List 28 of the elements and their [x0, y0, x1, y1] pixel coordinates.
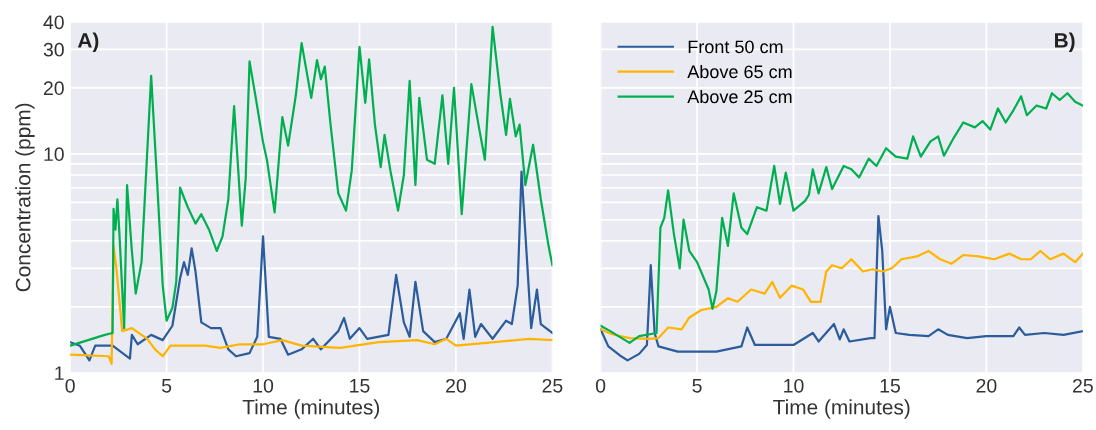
x-tick-label: 10 [784, 378, 804, 393]
x-tick-label: 20 [976, 378, 997, 393]
x-tick-label: 25 [1073, 378, 1093, 393]
legend-label: Above 25 cm [687, 89, 792, 104]
x-tick-label: 20 [446, 378, 466, 393]
legend-label: Front 50 cm [688, 40, 783, 54]
line-series [70, 170, 553, 362]
y-tick-label: 30 [43, 42, 64, 57]
y-tick-label: 10 [44, 147, 64, 162]
x-tick-label: 5 [692, 379, 702, 393]
line-series [70, 244, 553, 365]
y-axis-title: Concentration (ppm) [15, 103, 35, 292]
chart-title: A) [77, 32, 99, 52]
x-axis-title: Time (minutes) [773, 399, 910, 419]
y-tick-label: 40 [43, 15, 64, 30]
y-tick-label: 1 [55, 366, 64, 380]
x-tick-label: 10 [253, 378, 274, 393]
y-tick-label: 20 [43, 81, 64, 96]
x-axis-title: Time (minutes) [242, 399, 380, 419]
legend-label: Above 65 cm [687, 64, 792, 79]
x-tick-label: 0 [595, 378, 606, 393]
x-tick-label: 25 [542, 378, 563, 393]
chart-title: B) [1055, 32, 1075, 52]
x-tick-label: 5 [161, 379, 172, 393]
x-tick-label: 15 [880, 379, 900, 393]
line-series [70, 25, 553, 347]
x-tick-label: 0 [65, 378, 75, 393]
x-tick-label: 15 [350, 379, 370, 393]
